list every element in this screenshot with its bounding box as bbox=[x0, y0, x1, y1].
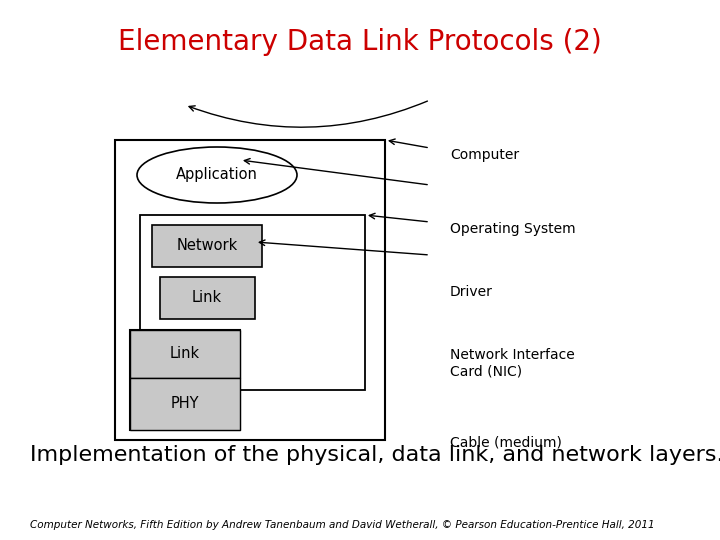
Text: Network: Network bbox=[176, 239, 238, 253]
Text: Computer: Computer bbox=[450, 148, 519, 162]
Bar bbox=[130, 330, 240, 378]
Bar bbox=[152, 225, 262, 267]
Text: Application: Application bbox=[176, 167, 258, 183]
Text: Implementation of the physical, data link, and network layers.: Implementation of the physical, data lin… bbox=[30, 445, 720, 465]
Bar bbox=[130, 378, 240, 430]
Bar bbox=[115, 140, 385, 440]
Text: Cable (medium): Cable (medium) bbox=[450, 435, 562, 449]
Text: Network Interface
Card (NIC): Network Interface Card (NIC) bbox=[450, 348, 575, 378]
Text: Computer Networks, Fifth Edition by Andrew Tanenbaum and David Wetherall, © Pear: Computer Networks, Fifth Edition by Andr… bbox=[30, 520, 654, 530]
Text: Elementary Data Link Protocols (2): Elementary Data Link Protocols (2) bbox=[118, 28, 602, 56]
Text: PHY: PHY bbox=[171, 396, 199, 411]
Text: Driver: Driver bbox=[450, 285, 493, 299]
Ellipse shape bbox=[137, 147, 297, 203]
Bar bbox=[160, 277, 255, 319]
Bar bbox=[130, 330, 240, 430]
Bar bbox=[140, 215, 365, 390]
Text: Link: Link bbox=[170, 347, 200, 361]
Text: Link: Link bbox=[192, 291, 222, 306]
Text: Operating System: Operating System bbox=[450, 222, 575, 236]
